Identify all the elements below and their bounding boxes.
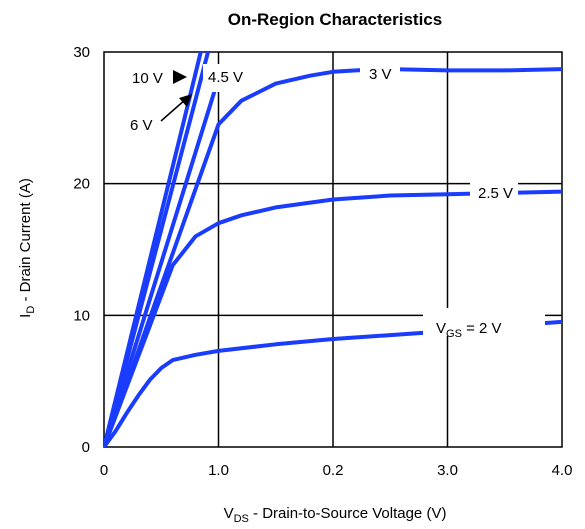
arrow-6v (179, 94, 192, 107)
x-tick-label: 1.0 (208, 462, 229, 479)
label-bg-3v (360, 61, 400, 83)
x-tick-label: 0 (100, 462, 108, 479)
label-bg-2v (423, 308, 545, 336)
y-tick-label: 30 (73, 44, 90, 61)
curve-labels: VGS = 2 V 2.5 V 3 V 4.5 V 10 V 6 V (127, 61, 545, 340)
arrow-10v (173, 70, 187, 84)
x-tick-label: 0.2 (323, 462, 344, 479)
curve-label-2-5v: 2.5 V (478, 185, 513, 202)
y-tick-label: 20 (73, 176, 90, 193)
label-bg-2-5v (470, 180, 518, 202)
tick-labels: 0 1.0 0.2 3.0 4.0 0 10 20 30 (73, 44, 572, 479)
x-tick-label: 4.0 (552, 462, 573, 479)
x-tick-label: 3.0 (437, 462, 458, 479)
y-tick-label: 10 (73, 307, 90, 324)
grid (103, 51, 563, 448)
chart-title: On-Region Characteristics (228, 10, 442, 29)
label-bg-4-5v (203, 64, 255, 92)
plot-frame (103, 51, 563, 448)
series-line-6-v (104, 52, 211, 447)
leader-line-6v (160, 98, 187, 122)
y-axis-label: ID - Drain Current (A) (17, 178, 37, 318)
curve-label-3v: 3 V (369, 66, 392, 83)
series-line-2-5-v (104, 189, 562, 447)
label-bg-10v (128, 67, 174, 87)
curve-label-10v: 10 V (132, 70, 163, 87)
label-bg-6v (127, 114, 161, 134)
curve-label-6v: 6 V (130, 117, 153, 134)
series-line-3-v (104, 67, 562, 447)
curve-label-4-5v: 4.5 V (208, 69, 243, 86)
x-axis-label: VDS - Drain-to-Source Voltage (V) (224, 505, 447, 525)
curve-label-vgs-2v: VGS = 2 V (436, 320, 502, 340)
series-line-4-5-v (104, 76, 221, 447)
y-tick-label: 0 (82, 439, 90, 456)
